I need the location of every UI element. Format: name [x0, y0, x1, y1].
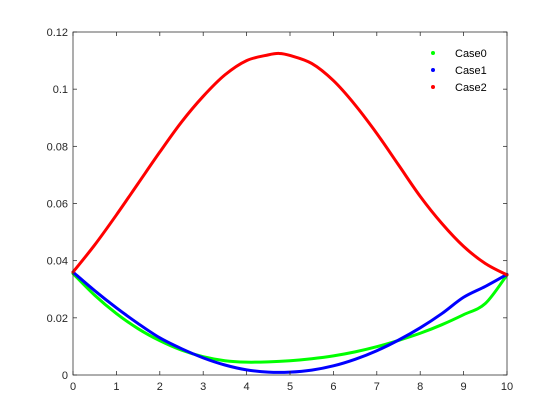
series-line-case0 [71, 272, 509, 364]
legend-label-case0: Case0 [455, 48, 487, 60]
x-tick-label: 0 [70, 381, 76, 393]
series-line-case2 [71, 51, 509, 277]
y-tick-label: 0 [62, 370, 68, 382]
x-tick-label: 4 [244, 381, 250, 393]
legend-label-case1: Case1 [455, 65, 487, 77]
x-tick-label: 6 [330, 381, 336, 393]
x-tick-label: 5 [287, 381, 293, 393]
legend: Case0 Case1 Case2 [431, 48, 487, 94]
legend-label-case2: Case2 [455, 82, 487, 94]
y-tick-label: 0.06 [47, 199, 68, 211]
x-tick-label: 10 [501, 381, 513, 393]
x-tick-label: 1 [113, 381, 119, 393]
y-tick-label: 0.08 [47, 141, 68, 153]
x-tick-label: 7 [374, 381, 380, 393]
y-tick-label: 0.1 [53, 84, 68, 96]
legend-marker-case0 [431, 51, 435, 55]
axes-layer: 0 1 2 3 4 5 6 7 8 9 10 0 0.02 0.04 0.06 0.08 0.1 0.12 [47, 27, 514, 393]
x-tick-label: 3 [200, 381, 206, 393]
y-tick-label: 0.02 [47, 313, 68, 325]
x-tick-label: 8 [417, 381, 423, 393]
legend-marker-case1 [431, 68, 435, 72]
y-tick-label: 0.12 [47, 27, 68, 39]
legend-marker-case2 [431, 85, 435, 89]
y-tick-label: 0.04 [47, 256, 68, 268]
x-tick-label: 9 [461, 381, 467, 393]
x-tick-label: 2 [157, 381, 163, 393]
